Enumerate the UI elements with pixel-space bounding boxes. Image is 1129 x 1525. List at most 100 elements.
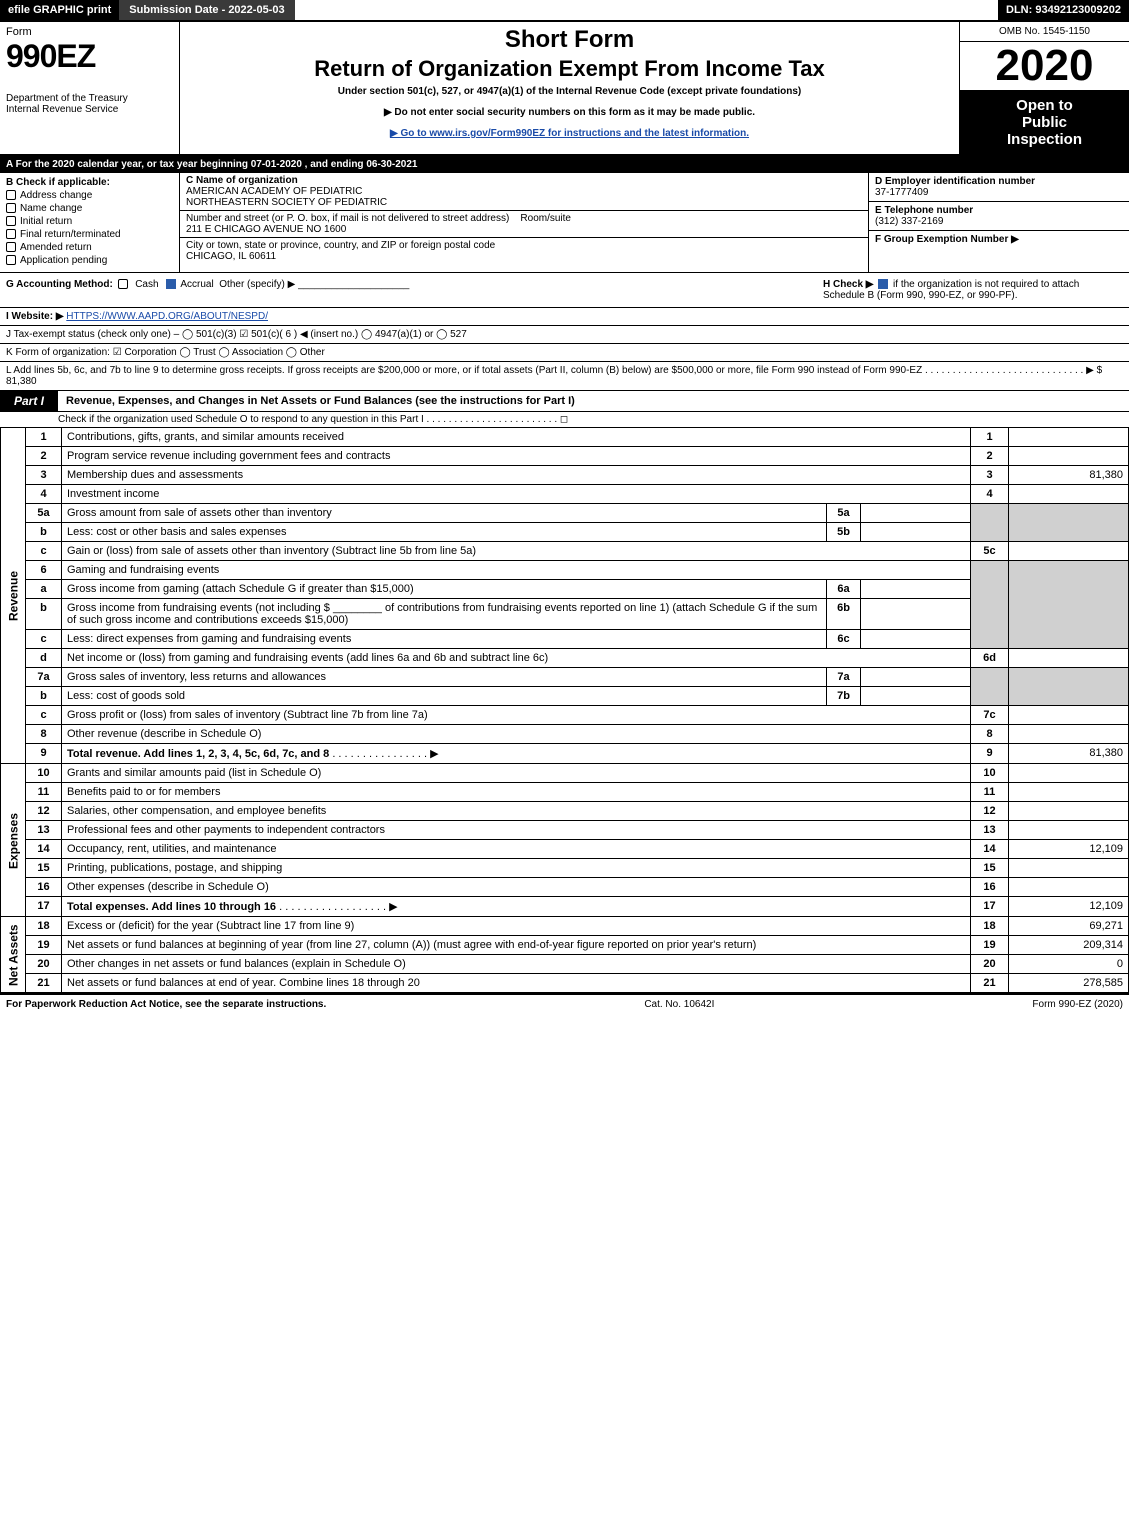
short-form-title: Short Form xyxy=(186,26,953,54)
return-title: Return of Organization Exempt From Incom… xyxy=(186,56,953,82)
shade-6 xyxy=(971,561,1009,649)
dept-line1: Department of the Treasury xyxy=(6,93,128,104)
line-j-status: J Tax-exempt status (check only one) – ◯… xyxy=(0,326,1129,344)
amt-9: 81,380 xyxy=(1009,744,1129,764)
chk-cash[interactable] xyxy=(118,279,128,289)
shade-6-amt xyxy=(1009,561,1129,649)
lineno-3: 3 xyxy=(26,466,62,485)
line20-desc: Other changes in net assets or fund bala… xyxy=(62,955,971,974)
line18-desc: Excess or (deficit) for the year (Subtra… xyxy=(62,917,971,936)
line16-desc: Other expenses (describe in Schedule O) xyxy=(62,878,971,897)
ref-15: 15 xyxy=(971,859,1009,878)
ref-14: 14 xyxy=(971,840,1009,859)
line6c-desc: Less: direct expenses from gaming and fu… xyxy=(62,630,827,649)
ref-7c: 7c xyxy=(971,706,1009,725)
subtitle: Under section 501(c), 527, or 4947(a)(1)… xyxy=(186,86,953,97)
goto-link[interactable]: ▶ Go to www.irs.gov/Form990EZ for instru… xyxy=(186,128,953,139)
sub-6b: 6b xyxy=(827,599,861,630)
lineno-20: 20 xyxy=(26,955,62,974)
shade-7-amt xyxy=(1009,668,1129,706)
open3: Inspection xyxy=(1007,131,1082,148)
ref-2: 2 xyxy=(971,447,1009,466)
line15-desc: Printing, publications, postage, and shi… xyxy=(62,859,971,878)
line6d-desc: Net income or (loss) from gaming and fun… xyxy=(62,649,971,668)
chk-address-change[interactable]: Address change xyxy=(6,190,173,201)
chk-initial-return[interactable]: Initial return xyxy=(6,216,173,227)
efile-label[interactable]: efile GRAPHIC print xyxy=(0,0,119,20)
col-b-checkboxes: B Check if applicable: Address change Na… xyxy=(0,173,180,272)
subval-6b xyxy=(861,599,971,630)
subval-6c xyxy=(861,630,971,649)
lineno-5a: 5a xyxy=(26,504,62,523)
ref-1: 1 xyxy=(971,428,1009,447)
ref-20: 20 xyxy=(971,955,1009,974)
ref-8: 8 xyxy=(971,725,1009,744)
amt-4 xyxy=(1009,485,1129,504)
h-check: H Check ▶ if the organization is not req… xyxy=(823,279,1123,301)
tel-value: (312) 337-2169 xyxy=(875,216,943,227)
page-footer: For Paperwork Reduction Act Notice, see … xyxy=(0,993,1129,1014)
omb-number: OMB No. 1545-1150 xyxy=(960,22,1129,42)
lineno-7c: c xyxy=(26,706,62,725)
line4-desc: Investment income xyxy=(62,485,971,504)
tax-year: 2020 xyxy=(960,42,1129,91)
sub-6c: 6c xyxy=(827,630,861,649)
lineno-8: 8 xyxy=(26,725,62,744)
col-c-org: C Name of organization AMERICAN ACADEMY … xyxy=(180,173,869,272)
lineno-13: 13 xyxy=(26,821,62,840)
amt-15 xyxy=(1009,859,1129,878)
ref-12: 12 xyxy=(971,802,1009,821)
lineno-21: 21 xyxy=(26,974,62,993)
telephone-row: E Telephone number (312) 337-2169 xyxy=(869,202,1129,231)
street-address: 211 E CHICAGO AVENUE NO 1600 xyxy=(186,224,346,235)
dln-label: DLN: 93492123009202 xyxy=(998,0,1129,20)
subval-7b xyxy=(861,687,971,706)
subval-5b xyxy=(861,523,971,542)
amt-21: 278,585 xyxy=(1009,974,1129,993)
part1-sub: Check if the organization used Schedule … xyxy=(0,412,1129,427)
chk-name-change[interactable]: Name change xyxy=(6,203,173,214)
line6a-desc: Gross income from gaming (attach Schedul… xyxy=(62,580,827,599)
open1: Open to xyxy=(1016,97,1073,114)
header-center: Short Form Return of Organization Exempt… xyxy=(180,22,959,154)
org-name1: AMERICAN ACADEMY OF PEDIATRIC xyxy=(186,186,362,197)
ref-17: 17 xyxy=(971,897,1009,917)
form-table: Revenue 1 Contributions, gifts, grants, … xyxy=(0,427,1129,993)
ssn-warning: ▶ Do not enter social security numbers o… xyxy=(186,107,953,118)
subval-6a xyxy=(861,580,971,599)
form-header: Form 990EZ Department of the Treasury In… xyxy=(0,22,1129,156)
chk-h[interactable] xyxy=(878,279,888,289)
open-to-public: Open to Public Inspection xyxy=(960,91,1129,154)
ein-row: D Employer identification number 37-1777… xyxy=(869,173,1129,202)
accounting-method: G Accounting Method: Cash Accrual Other … xyxy=(6,279,823,301)
dept-line2: Internal Revenue Service xyxy=(6,104,118,115)
amt-5c xyxy=(1009,542,1129,561)
amt-18: 69,271 xyxy=(1009,917,1129,936)
line7c-desc: Gross profit or (loss) from sales of inv… xyxy=(62,706,971,725)
header-left: Form 990EZ Department of the Treasury In… xyxy=(0,22,180,154)
room-label: Room/suite xyxy=(520,213,571,224)
ref-3: 3 xyxy=(971,466,1009,485)
lineno-5c: c xyxy=(26,542,62,561)
lineno-9: 9 xyxy=(26,744,62,764)
line19-desc: Net assets or fund balances at beginning… xyxy=(62,936,971,955)
group-label: F Group Exemption Number ▶ xyxy=(875,234,1019,245)
expenses-section-label: Expenses xyxy=(1,764,26,917)
chk-accrual[interactable] xyxy=(166,279,176,289)
amt-14: 12,109 xyxy=(1009,840,1129,859)
tel-label: E Telephone number xyxy=(875,205,973,216)
accrual-label: Accrual xyxy=(180,279,213,290)
lineno-17: 17 xyxy=(26,897,62,917)
chk-amended[interactable]: Amended return xyxy=(6,242,173,253)
shade-7 xyxy=(971,668,1009,706)
chk-application-pending[interactable]: Application pending xyxy=(6,255,173,266)
part1-header: Part I Revenue, Expenses, and Changes in… xyxy=(0,391,1129,412)
line21-desc: Net assets or fund balances at end of ye… xyxy=(62,974,971,993)
chk-final-return[interactable]: Final return/terminated xyxy=(6,229,173,240)
line11-desc: Benefits paid to or for members xyxy=(62,783,971,802)
website-link[interactable]: HTTPS://WWW.AAPD.ORG/ABOUT/NESPD/ xyxy=(66,311,268,322)
amt-17: 12,109 xyxy=(1009,897,1129,917)
footer-catno: Cat. No. 10642I xyxy=(326,999,1032,1010)
h-label: H Check ▶ xyxy=(823,279,873,290)
amt-1 xyxy=(1009,428,1129,447)
